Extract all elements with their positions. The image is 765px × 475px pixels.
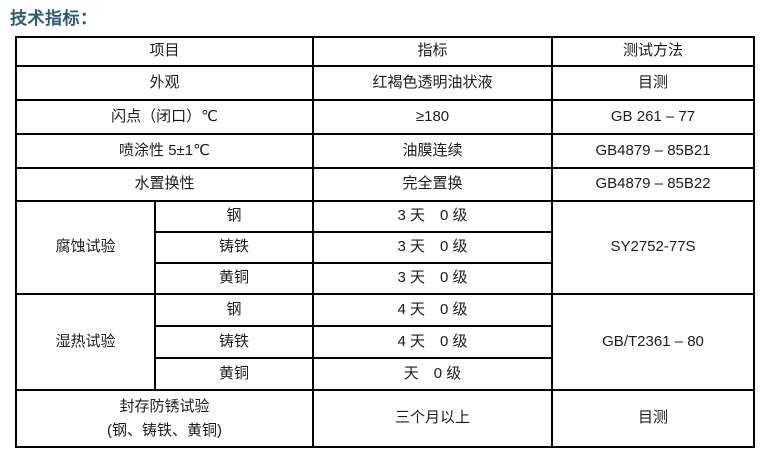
- cell-spec: 油膜连续: [312, 133, 554, 169]
- cell-item-storage-rustproof: 封存防锈试验 (钢、铸铁、黄铜): [14, 389, 315, 448]
- cell-material: 铸铁: [153, 325, 315, 359]
- table-row: 腐蚀试验 钢 3 天 0 级 SY2752-77S: [15, 200, 756, 295]
- cell-method: GB 261 – 77: [551, 99, 756, 135]
- table-header-row: 项目 指标 测试方法: [14, 36, 756, 67]
- cell-item: 喷涂性 5±1℃: [14, 133, 315, 169]
- cell-spec: 完全置换: [312, 167, 554, 202]
- cell-group-corrosion: 腐蚀试验: [15, 200, 156, 295]
- cell-material: 钢: [153, 200, 315, 233]
- cell-item: 外观: [14, 65, 315, 101]
- cell-material: 黄铜: [153, 357, 315, 391]
- cell-item-line1: 封存防锈试验: [119, 398, 210, 416]
- table-row: 铸铁 4 天 0 级: [16, 325, 754, 359]
- table-row: 水置换性 完全置换 GB4879 – 85B22: [14, 167, 756, 202]
- header-item: 项目: [14, 36, 315, 67]
- cell-spec: 红褐色透明油状液: [312, 65, 554, 101]
- cell-spec: 天 0 级: [312, 357, 554, 391]
- cell-spec: 3 天 0 级: [312, 200, 554, 233]
- cell-method: SY2752-77S: [551, 200, 756, 295]
- cell-spec: 4 天 0 级: [312, 293, 554, 327]
- table-row: 外观 红褐色透明油状液 目测: [14, 65, 756, 101]
- header-spec: 指标: [312, 36, 554, 67]
- cell-material: 铸铁: [153, 231, 315, 264]
- table-row: 黄铜 天 0 级: [16, 357, 754, 391]
- cell-method: GB4879 – 85B22: [551, 167, 756, 202]
- cell-method: GB/T2361 – 80: [551, 293, 756, 391]
- table-row: 闪点（闭口）℃ ≥180 GB 261 – 77: [14, 99, 756, 135]
- cell-method: GB4879 – 85B21: [551, 133, 756, 169]
- cell-spec: 三个月以上: [312, 389, 554, 448]
- table-row: 湿热试验 钢 4 天 0 级 GB/T2361 – 80: [15, 293, 756, 391]
- cell-method: 目测: [551, 389, 756, 448]
- cell-material: 钢: [153, 293, 315, 327]
- cell-item: 水置换性: [14, 167, 315, 202]
- cell-group-dampheat: 湿热试验: [15, 293, 156, 391]
- table-row: 铸铁 3 天 0 级: [16, 231, 754, 264]
- spec-table: 项目 指标 测试方法 外观 红褐色透明油状液 目测 闪点（闭口）℃ ≥180 G…: [14, 36, 756, 448]
- cell-spec: 3 天 0 级: [312, 231, 554, 264]
- cell-spec: 4 天 0 级: [312, 325, 554, 359]
- table-row: 封存防锈试验 (钢、铸铁、黄铜) 三个月以上 目测: [14, 389, 756, 448]
- cell-spec: 3 天 0 级: [312, 262, 554, 295]
- table-row: 黄铜 3 天 0 级: [16, 262, 754, 295]
- cell-method: 目测: [551, 65, 756, 101]
- cell-spec: ≥180: [312, 99, 554, 135]
- table-row: 喷涂性 5±1℃ 油膜连续 GB4879 – 85B21: [14, 133, 756, 169]
- page-title: 技术指标：: [10, 9, 98, 28]
- cell-material: 黄铜: [153, 262, 315, 295]
- cell-item-line2: (钢、铸铁、黄铜): [107, 421, 222, 439]
- cell-item: 闪点（闭口）℃: [14, 99, 315, 135]
- header-method: 测试方法: [551, 36, 756, 67]
